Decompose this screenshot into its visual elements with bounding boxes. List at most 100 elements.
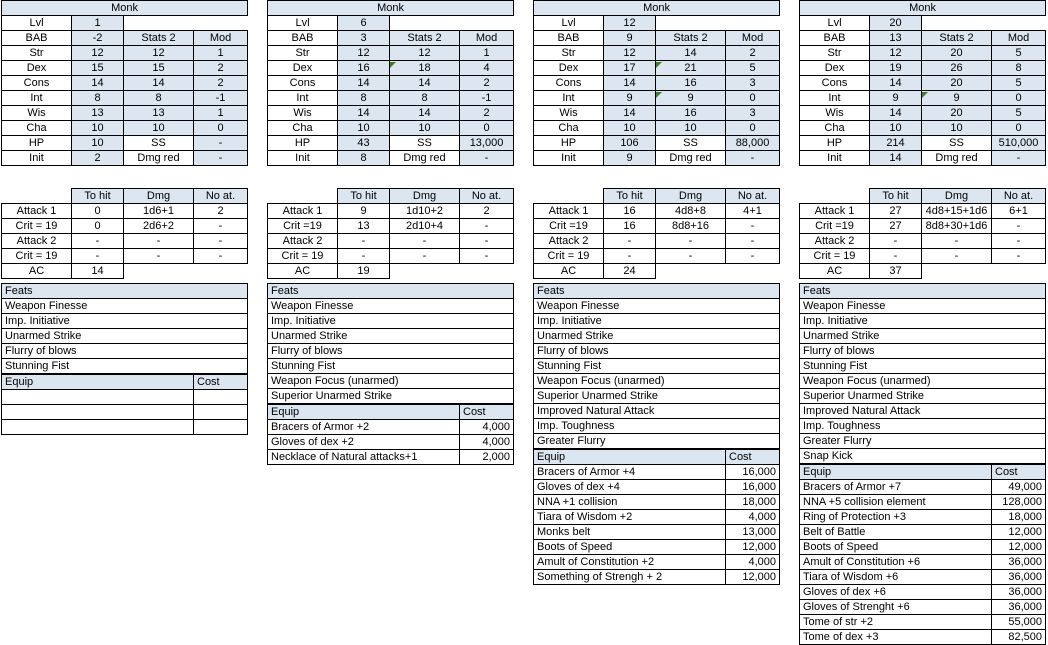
equip-item: Monks belt — [533, 524, 726, 540]
stat-base-value[interactable]: 12 — [337, 45, 390, 61]
stat-base-value[interactable]: 10 — [869, 120, 922, 136]
stat-base-value[interactable]: 14 — [869, 75, 922, 91]
hp-value[interactable]: 214 — [869, 135, 922, 151]
attack-row-label: Crit =19 — [799, 218, 870, 234]
ac-row: AC 19 — [267, 263, 514, 279]
init-value[interactable]: 14 — [869, 150, 922, 166]
stat-base-value[interactable]: 14 — [71, 75, 124, 91]
stat-base-value[interactable]: 8 — [71, 90, 124, 106]
feat-item: Weapon Finesse — [0, 298, 249, 314]
stat-stats2-value[interactable]: 20 — [921, 45, 992, 61]
level-row: Lvl 1 — [1, 15, 248, 31]
stat-base-value[interactable]: 19 — [869, 60, 922, 76]
stat-stats2-value[interactable]: 14 — [655, 45, 726, 61]
equip-item: Amult of Constitution +6 — [799, 554, 992, 570]
equip-item: Tome of dex +3 — [799, 629, 992, 645]
hp-value[interactable]: 106 — [603, 135, 656, 151]
stat-base-value[interactable]: 14 — [869, 105, 922, 121]
bab-value[interactable]: 13 — [869, 30, 922, 46]
stat-base-value[interactable]: 8 — [337, 90, 390, 106]
stat-stats2-value[interactable]: 9 — [655, 90, 726, 106]
stat-stats2-value[interactable]: 10 — [389, 120, 460, 136]
hp-value[interactable]: 43 — [337, 135, 390, 151]
stat-stats2-value[interactable]: 15 — [123, 60, 194, 76]
attack-dmg: - — [123, 233, 194, 249]
bab-value[interactable]: 9 — [603, 30, 656, 46]
bab-value[interactable]: -2 — [71, 30, 124, 46]
feat-item: Flurry of blows — [798, 343, 1047, 359]
init-value[interactable]: 2 — [71, 150, 124, 166]
stat-stats2-value[interactable]: 12 — [389, 45, 460, 61]
stat-stats2-value[interactable]: 18 — [389, 60, 460, 76]
stat-stats2-value[interactable]: 16 — [655, 105, 726, 121]
stat-row: Cons 14 20 5 — [799, 75, 1047, 91]
equip-cost: 36,000 — [991, 554, 1046, 570]
level-value[interactable]: 6 — [337, 15, 390, 31]
stat-base-value[interactable]: 14 — [603, 75, 656, 91]
stat-stats2-value[interactable]: 26 — [921, 60, 992, 76]
equip-row: Gloves of Strenght +6 36,000 — [799, 599, 1046, 615]
stat-base-value[interactable]: 10 — [337, 120, 390, 136]
stat-base-value[interactable]: 17 — [603, 60, 656, 76]
stat-base-value[interactable]: 13 — [71, 105, 124, 121]
stat-mod-value: 1 — [192, 105, 249, 121]
stat-stats2-value[interactable]: 12 — [123, 45, 194, 61]
hp-label: HP — [267, 135, 338, 151]
attack-row-label: Crit = 19 — [799, 248, 870, 264]
stat-stats2-value[interactable]: 20 — [921, 75, 992, 91]
stat-base-value[interactable]: 10 — [71, 120, 124, 136]
stat-stats2-value[interactable]: 14 — [389, 75, 460, 91]
stat-stats2-value[interactable]: 14 — [389, 105, 460, 121]
stat-base-value[interactable]: 9 — [869, 90, 922, 106]
attack-to-hit: - — [869, 233, 922, 249]
stat-stats2-value[interactable]: 8 — [389, 90, 460, 106]
feat-item: Unarmed Strike — [266, 328, 515, 344]
attack-no-at: - — [725, 248, 780, 264]
attack-row-label: Attack 1 — [533, 203, 604, 219]
feat-row: Weapon Focus (unarmed) — [532, 373, 781, 389]
ac-value[interactable]: 37 — [869, 263, 922, 279]
stat-base-value[interactable]: 12 — [71, 45, 124, 61]
stat-stats2-value[interactable]: 21 — [655, 60, 726, 76]
stat-stats2-value[interactable]: 10 — [655, 120, 726, 136]
stat-stats2-value[interactable]: 16 — [655, 75, 726, 91]
stat-name: Int — [267, 90, 338, 106]
ac-value[interactable]: 14 — [71, 263, 124, 279]
feat-item: Stunning Fist — [0, 358, 249, 374]
level-value[interactable]: 1 — [71, 15, 124, 31]
stat-base-value[interactable]: 12 — [869, 45, 922, 61]
empty-cell — [268, 189, 338, 204]
stat-name: Str — [267, 45, 338, 61]
init-value[interactable]: 8 — [337, 150, 390, 166]
stat-base-value[interactable]: 15 — [71, 60, 124, 76]
attack-dmg: 1d10+2 — [389, 203, 460, 219]
dmg-red-value: - — [192, 150, 249, 166]
hp-value[interactable]: 10 — [71, 135, 124, 151]
stat-stats2-value[interactable]: 8 — [123, 90, 194, 106]
stat-base-value[interactable]: 9 — [603, 90, 656, 106]
stat-stats2-value[interactable]: 20 — [921, 105, 992, 121]
ac-value[interactable]: 24 — [603, 263, 656, 279]
stat-base-value[interactable]: 14 — [603, 105, 656, 121]
stat-stats2-value[interactable]: 10 — [123, 120, 194, 136]
level-value[interactable]: 12 — [603, 15, 656, 31]
attack-no-at: 2 — [193, 203, 248, 219]
stat-stats2-value[interactable]: 9 — [921, 90, 992, 106]
stat-stats2-value[interactable]: 13 — [123, 105, 194, 121]
stat-stats2-value[interactable]: 14 — [123, 75, 194, 91]
ac-value[interactable]: 19 — [337, 263, 390, 279]
stat-base-value[interactable]: 10 — [603, 120, 656, 136]
equip-item: Boots of Speed — [799, 539, 992, 555]
init-value[interactable]: 9 — [603, 150, 656, 166]
stat-base-value[interactable]: 14 — [337, 105, 390, 121]
level-value[interactable]: 20 — [869, 15, 922, 31]
stat-base-value[interactable]: 16 — [337, 60, 390, 76]
init-row: Init 2 Dmg red - — [1, 150, 249, 166]
stat-stats2-value[interactable]: 10 — [921, 120, 992, 136]
empty-cell — [800, 189, 870, 204]
stat-base-value[interactable]: 12 — [603, 45, 656, 61]
bab-value[interactable]: 3 — [337, 30, 390, 46]
stat-mod-value: 0 — [192, 120, 249, 136]
stat-base-value[interactable]: 14 — [337, 75, 390, 91]
equip-row: Something of Strengh + 2 12,000 — [533, 569, 780, 585]
